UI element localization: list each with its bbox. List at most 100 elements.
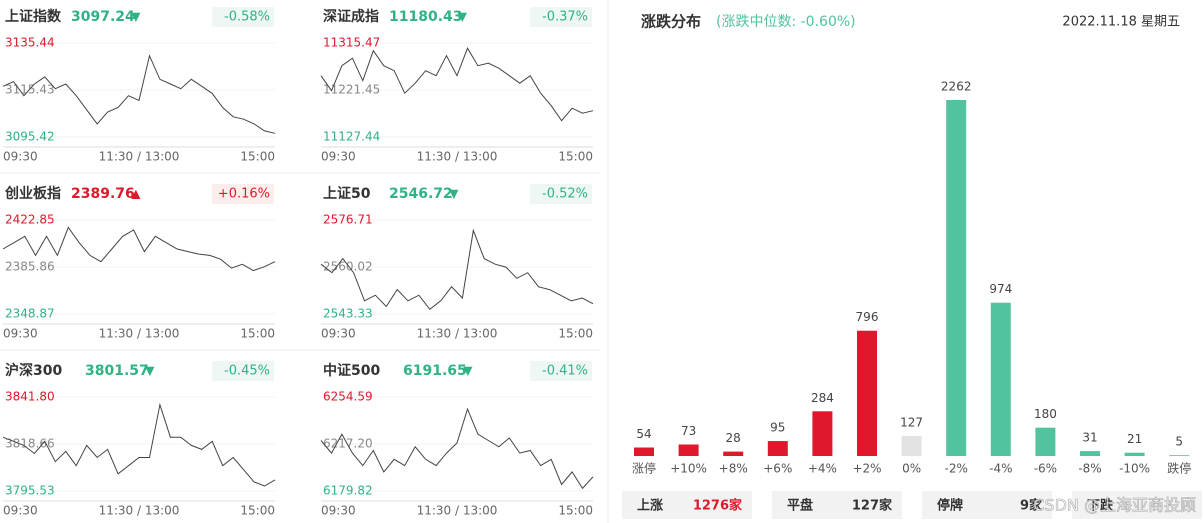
bar (990, 302, 1011, 456)
index-line (320, 47, 594, 122)
value-label: 28 (726, 431, 741, 445)
value-label: 31 (1082, 431, 1097, 445)
value-label: 180 (1034, 407, 1057, 421)
bar (678, 444, 699, 456)
bar (723, 451, 744, 456)
index-price: 11180.43 (389, 9, 463, 25)
y-tick-label: 6179.82 (323, 484, 373, 498)
dist-title: 涨跌分布 (641, 13, 701, 31)
bar (946, 100, 967, 456)
index-arrow: ▲ (131, 187, 141, 201)
y-tick-label: 2348.87 (5, 307, 55, 321)
value-label: 284 (811, 391, 834, 405)
index-arrow: ▼ (458, 10, 468, 24)
x-tick-label: 11:30 / 13:00 (99, 327, 180, 341)
x-tick-label: 09:30 (321, 150, 356, 164)
index-change: -0.52% (542, 187, 588, 202)
change-pill (212, 7, 274, 27)
y-tick-label: 2543.33 (323, 307, 373, 321)
index-price: 3097.24 (71, 9, 135, 25)
x-tick-label: -4% (989, 462, 1012, 476)
index-change: -0.58% (224, 10, 270, 25)
bar (1169, 455, 1190, 456)
value-label: 796 (856, 310, 879, 324)
bar (1035, 427, 1056, 456)
y-tick-label: 2385.86 (5, 260, 55, 274)
change-pill (530, 361, 592, 381)
y-tick-label: 6254.59 (323, 390, 373, 404)
y-tick-label: 2576.71 (323, 213, 373, 227)
bar (1080, 451, 1100, 456)
date: 2022.11.18 星期五 (1062, 15, 1180, 30)
y-tick-label: 2422.85 (5, 213, 55, 227)
index-change: +0.16% (218, 187, 270, 202)
x-tick-label: -6% (1034, 462, 1057, 476)
change-pill (212, 184, 274, 204)
x-tick-label: +2% (852, 462, 881, 476)
value-label: 974 (989, 282, 1012, 296)
y-tick-label: 3135.44 (5, 36, 55, 50)
x-tick-label: +10% (670, 462, 707, 476)
index-name: 创业板指 (4, 185, 61, 202)
summary-label: 上涨 (637, 499, 663, 514)
y-tick-label: 11127.44 (323, 130, 380, 144)
x-tick-label: 09:30 (3, 150, 38, 164)
summary-label: 下跌 (1087, 498, 1114, 514)
x-tick-label: +8% (719, 462, 748, 476)
index-change: -0.37% (542, 10, 588, 25)
index-price: 2389.76 (71, 186, 135, 202)
summary-box (922, 491, 1052, 519)
summary-value: 9家 (1020, 498, 1043, 514)
y-tick-label: 3095.42 (5, 130, 55, 144)
x-tick-label: 09:30 (3, 327, 38, 341)
x-tick-label: 15:00 (240, 150, 275, 164)
x-tick-label: 09:30 (3, 504, 38, 518)
change-pill (212, 361, 274, 381)
value-label: 127 (900, 416, 923, 430)
x-tick-label: -8% (1078, 462, 1101, 476)
y-tick-label: 3841.80 (5, 390, 55, 404)
summary-value: 1276家 (693, 498, 743, 514)
y-tick-label: 11221.45 (323, 83, 380, 97)
summary-box (1072, 491, 1202, 519)
x-tick-label: +4% (808, 462, 837, 476)
x-tick-label: 11:30 / 13:00 (99, 504, 180, 518)
x-tick-label: 15:00 (240, 327, 275, 341)
bar (812, 411, 833, 456)
bar (634, 447, 654, 456)
value-label: 73 (681, 424, 696, 438)
value-label: 21 (1127, 432, 1142, 446)
value-label: 95 (770, 421, 785, 435)
index-price: 6191.65 (403, 363, 467, 379)
change-pill (530, 7, 592, 27)
bar (901, 436, 922, 456)
y-tick-label: 6217.20 (323, 437, 373, 451)
dist-subtitle: (涨跌中位数: -0.60%) (716, 14, 856, 30)
index-price: 3801.57 (85, 363, 149, 379)
index-line (320, 407, 594, 490)
x-tick-label: 涨停 (632, 461, 656, 476)
x-tick-label: 11:30 / 13:00 (417, 327, 498, 341)
x-tick-label: 15:00 (558, 327, 593, 341)
x-tick-label: 09:30 (321, 327, 356, 341)
x-tick-label: 0% (902, 462, 921, 476)
index-line (2, 54, 276, 134)
summary-value: 127家 (852, 498, 893, 514)
index-change: -0.45% (224, 364, 270, 379)
watermark: CSDN @上海亚商投顾 (1033, 496, 1196, 515)
index-arrow: ▼ (463, 364, 473, 378)
summary-box (772, 491, 902, 519)
y-tick-label: 3795.53 (5, 484, 55, 498)
value-label: 2262 (941, 80, 972, 94)
index-arrow: ▼ (145, 364, 155, 378)
value-label: 5 (1175, 435, 1183, 449)
x-tick-label: 11:30 / 13:00 (417, 504, 498, 518)
index-arrow: ▼ (131, 10, 141, 24)
index-name: 中证500 (323, 362, 380, 379)
bar (1124, 452, 1145, 456)
index-name: 上证指数 (5, 8, 62, 25)
index-name: 上证50 (323, 186, 371, 202)
x-tick-label: 15:00 (240, 504, 275, 518)
summary-box (622, 491, 752, 519)
